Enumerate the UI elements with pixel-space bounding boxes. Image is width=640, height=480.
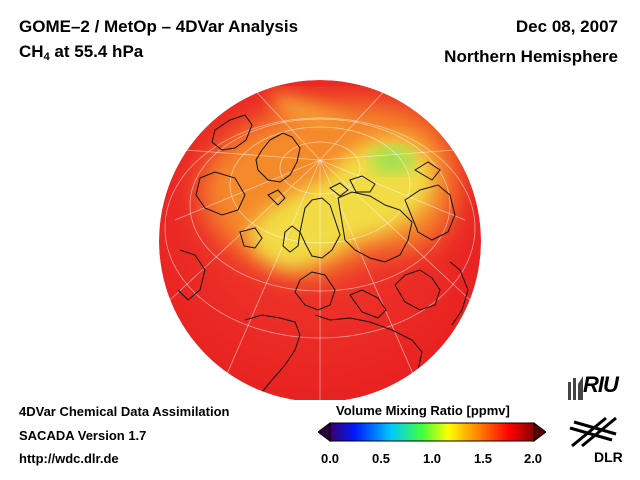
date-label: Dec 08, 2007 bbox=[515, 17, 618, 36]
colorbar-tick: 1.0 bbox=[422, 451, 442, 466]
riu-logo: RIU bbox=[583, 372, 619, 397]
hemisphere-label: Northern Hemisphere bbox=[444, 47, 618, 66]
species-label: CH4 at 55.4 hPa bbox=[19, 42, 144, 63]
green-region bbox=[370, 146, 414, 174]
colorbar-tick: 0.0 bbox=[320, 451, 340, 466]
colorbar-title: Volume Mixing Ratio [ppmv] bbox=[336, 403, 510, 418]
footer-url[interactable]: http://wdc.dlr.de bbox=[19, 451, 119, 466]
colorbar-tick: 1.5 bbox=[473, 451, 493, 466]
globe-map bbox=[159, 80, 481, 400]
colorbar-tick: 0.5 bbox=[371, 451, 391, 466]
colorbar bbox=[318, 422, 546, 442]
footer-version: SACADA Version 1.7 bbox=[19, 428, 147, 443]
coastlines bbox=[177, 114, 469, 393]
footer-assimilation: 4DVar Chemical Data Assimilation bbox=[19, 404, 230, 419]
riu-logo-icon bbox=[568, 376, 583, 400]
dlr-logo-icon bbox=[569, 416, 617, 448]
map-title: GOME–2 / MetOp – 4DVar Analysis bbox=[19, 17, 299, 36]
colorbar-tick: 2.0 bbox=[523, 451, 543, 466]
dlr-logo: DLR bbox=[594, 449, 623, 465]
graticule bbox=[164, 84, 476, 400]
